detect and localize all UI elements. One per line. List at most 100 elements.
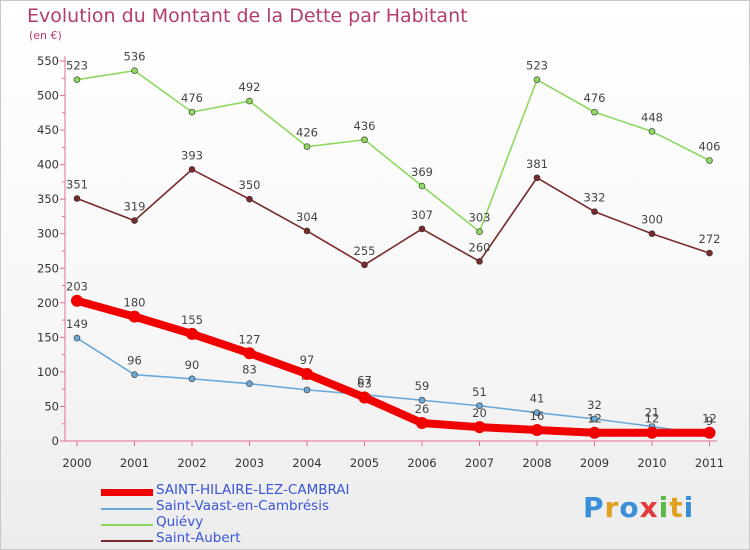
data-label: 351 — [66, 177, 88, 191]
data-label: 272 — [699, 232, 721, 246]
data-point — [303, 386, 311, 394]
y-tick-label: 50 — [44, 399, 59, 413]
data-point — [533, 174, 541, 182]
data-point — [188, 166, 196, 173]
data-point — [73, 195, 81, 202]
y-tick-label: 100 — [37, 365, 59, 379]
legend-swatch — [101, 540, 153, 542]
data-label: 12 — [702, 412, 717, 426]
data-point — [71, 294, 83, 307]
data-point — [246, 195, 253, 203]
legend-swatch — [101, 508, 153, 510]
x-tick-label: 2002 — [177, 456, 206, 470]
data-label: 127 — [239, 332, 261, 346]
data-point — [476, 228, 483, 235]
y-tick-label: 400 — [37, 158, 59, 172]
x-tick-label: 2001 — [120, 456, 149, 470]
data-point — [648, 128, 656, 135]
legend-swatch — [101, 524, 153, 526]
data-label: 536 — [124, 50, 146, 64]
data-label: 83 — [242, 363, 257, 377]
y-tick-label: 200 — [37, 296, 59, 310]
data-point — [416, 417, 428, 430]
data-point — [303, 143, 311, 150]
data-point — [243, 347, 256, 360]
unit-label: (en €) — [29, 29, 62, 42]
legend-swatch — [101, 489, 153, 496]
data-label: 67 — [357, 374, 372, 388]
legend-label: SAINT-HILAIRE-LEZ-CAMBRAI — [156, 482, 350, 498]
x-tick-label: 2003 — [235, 456, 264, 470]
data-point — [188, 108, 196, 116]
data-label: 319 — [124, 200, 146, 214]
data-point — [646, 426, 658, 439]
y-tick-label: 150 — [37, 330, 59, 344]
data-label: 393 — [181, 148, 203, 162]
data-point — [131, 371, 138, 378]
data-label: 369 — [411, 165, 433, 179]
data-label: 32 — [587, 398, 602, 412]
legend-label: Saint-Vaast-en-Cambrésis — [156, 498, 329, 514]
brand-letter: o — [619, 491, 640, 524]
data-point — [648, 230, 656, 238]
x-tick-label: 2007 — [465, 456, 494, 470]
data-label: 523 — [66, 59, 88, 73]
y-tick-label: 450 — [37, 123, 59, 137]
data-label: 426 — [296, 126, 318, 140]
data-point — [131, 217, 138, 224]
data-label: 149 — [66, 317, 88, 331]
data-point — [706, 249, 713, 257]
data-label: 255 — [354, 244, 376, 258]
x-tick-label: 2000 — [62, 456, 91, 470]
brand-letter: x — [639, 491, 659, 524]
data-point — [128, 310, 141, 323]
data-point — [418, 396, 426, 404]
data-label: 492 — [239, 80, 261, 94]
data-point — [361, 261, 368, 269]
x-tick-label: 2006 — [407, 456, 436, 470]
data-label: 436 — [354, 119, 376, 133]
data-label: 332 — [584, 191, 606, 205]
data-label: 97 — [300, 353, 315, 367]
data-label: 406 — [699, 139, 721, 153]
data-label: 180 — [124, 296, 146, 310]
data-point — [131, 67, 138, 74]
data-point — [361, 136, 368, 144]
data-point — [73, 76, 81, 83]
data-point — [591, 415, 598, 423]
series-line — [73, 296, 714, 437]
data-label: 21 — [645, 405, 660, 419]
data-label: 476 — [584, 91, 606, 105]
data-point — [246, 97, 253, 105]
chart-title: Evolution du Montant de la Dette par Hab… — [27, 5, 468, 27]
series-line — [76, 168, 711, 266]
data-point — [591, 108, 598, 116]
data-label: 96 — [127, 354, 142, 368]
data-label: 9 — [706, 414, 713, 428]
data-point — [533, 76, 541, 83]
data-label: 260 — [469, 240, 491, 254]
x-tick-label: 2010 — [637, 456, 666, 470]
data-label: 90 — [185, 358, 200, 372]
data-label: 59 — [415, 379, 430, 393]
data-label: 350 — [239, 178, 261, 192]
data-label: 26 — [415, 402, 430, 416]
x-tick-label: 2008 — [522, 456, 551, 470]
line-chart: 0 50 100 150 200 250 300 350 400 450 500 550 2000 200… — [37, 50, 724, 470]
y-tick-label: 500 — [37, 89, 59, 103]
data-point — [531, 423, 543, 436]
data-label: 304 — [296, 210, 318, 224]
data-point — [591, 208, 598, 215]
data-point — [533, 409, 541, 416]
brand-letter: r — [604, 491, 620, 524]
data-label: 155 — [181, 313, 203, 327]
data-label: 41 — [530, 392, 545, 406]
data-label: 523 — [526, 59, 548, 73]
data-point — [473, 421, 486, 434]
data-label: 303 — [469, 211, 491, 225]
y-tick-label: 550 — [37, 54, 59, 68]
y-tick-label: 250 — [37, 261, 59, 275]
data-point — [186, 327, 198, 340]
data-point — [588, 426, 601, 439]
